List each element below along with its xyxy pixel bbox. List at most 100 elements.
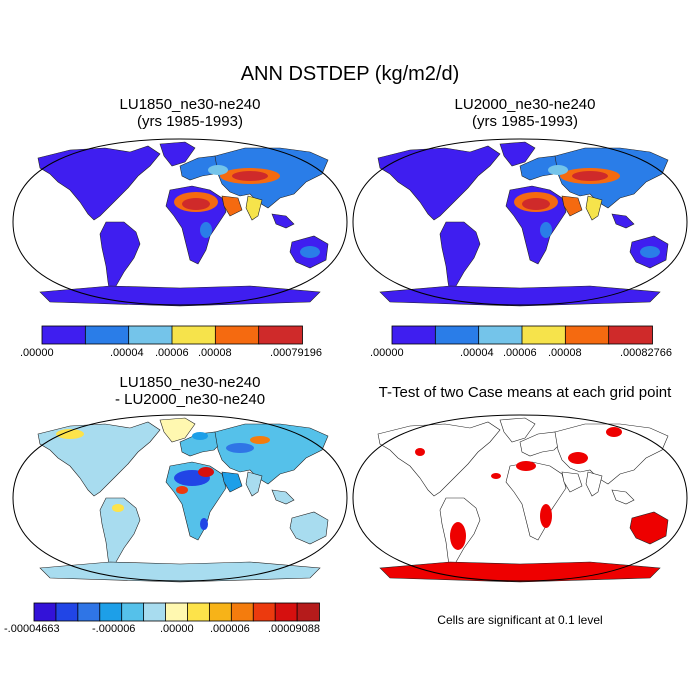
colorbar-lu2000 — [391, 325, 653, 345]
colorbar-box — [296, 602, 320, 622]
colorbar-box — [391, 325, 437, 345]
significant-region — [568, 452, 588, 464]
map-diff — [12, 414, 348, 583]
landmass-arabia — [561, 471, 583, 493]
dust-core — [232, 171, 268, 181]
colorbar-label: .00006 — [503, 347, 537, 359]
panel-title-line2: (yrs 1985-1993) — [137, 113, 243, 130]
colorbar-label: .00009088 — [268, 623, 320, 635]
colorbar-box — [143, 602, 167, 622]
landmass-india — [245, 195, 263, 221]
colorbar-box — [230, 602, 255, 622]
colorbar-label: .00000 — [20, 347, 54, 359]
colorbar-label: .00004 — [460, 347, 494, 359]
landmass-australia — [629, 511, 669, 545]
colorbar-box — [187, 602, 211, 622]
colorbar-box — [521, 325, 567, 345]
landmass-greenland — [499, 141, 536, 167]
landmass-namerica — [377, 421, 501, 497]
diff-patch — [176, 486, 188, 494]
dust-halo — [548, 165, 568, 175]
colorbar-box — [84, 325, 130, 345]
significant-region — [491, 473, 501, 479]
colorbar-box — [274, 602, 298, 622]
colorbar-label: .00000 — [160, 623, 194, 635]
dust-core — [182, 198, 210, 210]
panel-title-line1: LU2000_ne30-ne240 — [454, 96, 596, 113]
colorbar-box — [55, 602, 79, 622]
colorbar-box — [252, 602, 277, 622]
colorbar-label: .000006 — [210, 623, 250, 635]
landmass-seasia — [271, 213, 295, 229]
landmass-antarctica — [39, 561, 321, 583]
dust-halo — [300, 246, 320, 258]
landmass-greenland — [159, 141, 196, 167]
significant-region — [450, 522, 466, 550]
landmass-greenland — [159, 417, 196, 443]
map-boundary — [12, 414, 348, 582]
map-boundary — [352, 414, 688, 582]
landmass-australia — [289, 511, 329, 545]
landmass-antarctica — [39, 285, 321, 307]
panel-title-ttest: T-Test of two Case means at each grid po… — [350, 384, 700, 401]
colorbar-box — [121, 602, 145, 622]
significant-region — [415, 448, 425, 456]
colorbar-label: .00082766 — [620, 347, 672, 359]
dust-halo — [200, 222, 212, 238]
significance-note: Cells are significant at 0.1 level — [437, 613, 603, 627]
colorbar-label: -.00004663 — [4, 623, 60, 635]
diff-patch — [250, 436, 270, 444]
significant-region — [606, 427, 622, 437]
colorbar-box — [128, 325, 173, 345]
diff-patch — [112, 504, 124, 512]
landmass-seasia — [271, 489, 295, 505]
panel-title-line2: - LU2000_ne30-ne240 — [114, 391, 266, 408]
panel-title-line1: LU1850_ne30-ne240 — [119, 96, 261, 113]
colorbar-box — [33, 602, 57, 622]
panel-title-line1: T-Test of two Case means at each grid po… — [378, 384, 672, 401]
landmass-india — [585, 471, 603, 497]
colorbar-box — [171, 325, 217, 345]
landmass-arabia — [221, 471, 243, 493]
map-lu2000 — [352, 138, 688, 307]
colorbar-box — [608, 325, 653, 345]
colorbar-label: .00006 — [155, 347, 189, 359]
colorbar-label: .00008 — [198, 347, 232, 359]
dust-halo — [208, 165, 228, 175]
colorbar-box — [564, 325, 610, 345]
diff-patch — [226, 443, 254, 453]
colorbar-lu1850 — [41, 325, 303, 345]
landmass-seasia — [611, 489, 635, 505]
map-ttest — [352, 414, 688, 583]
panel-title-lu2000: LU2000_ne30-ne240 (yrs 1985-1993) — [375, 96, 675, 130]
colorbar-box — [77, 602, 101, 622]
colorbar-label: .00004 — [110, 347, 144, 359]
panel-title-lu1850: LU1850_ne30-ne240 (yrs 1985-1993) — [40, 96, 340, 130]
significant-region — [516, 461, 536, 471]
landmass-arabia — [221, 195, 243, 217]
colorbar-box — [99, 602, 123, 622]
colorbar-label: .00008 — [548, 347, 582, 359]
landmass-europe — [519, 431, 563, 457]
colorbar-box — [165, 602, 189, 622]
panel-title-diff: LU1850_ne30-ne240 - LU2000_ne30-ne240 — [40, 374, 340, 408]
significant-region — [540, 504, 552, 528]
landmass-india — [585, 195, 603, 221]
colorbar-box — [208, 602, 233, 622]
landmass-antarctica — [379, 561, 661, 583]
colorbar-label: -.000006 — [92, 623, 136, 635]
colorbar-label: .00000 — [370, 347, 404, 359]
diff-patch — [200, 518, 208, 530]
colorbar-box — [258, 325, 303, 345]
landmass-namerica — [37, 145, 161, 221]
landmass-asia — [214, 423, 329, 485]
landmass-namerica — [37, 421, 161, 497]
landmass-antarctica — [379, 285, 661, 307]
landmass-india — [245, 471, 263, 497]
landmass-greenland — [499, 417, 536, 443]
map-boundary — [12, 138, 348, 306]
dust-halo — [640, 246, 660, 258]
landmass-namerica — [377, 145, 501, 221]
landmass-seasia — [611, 213, 635, 229]
colorbar-diff — [33, 602, 320, 622]
